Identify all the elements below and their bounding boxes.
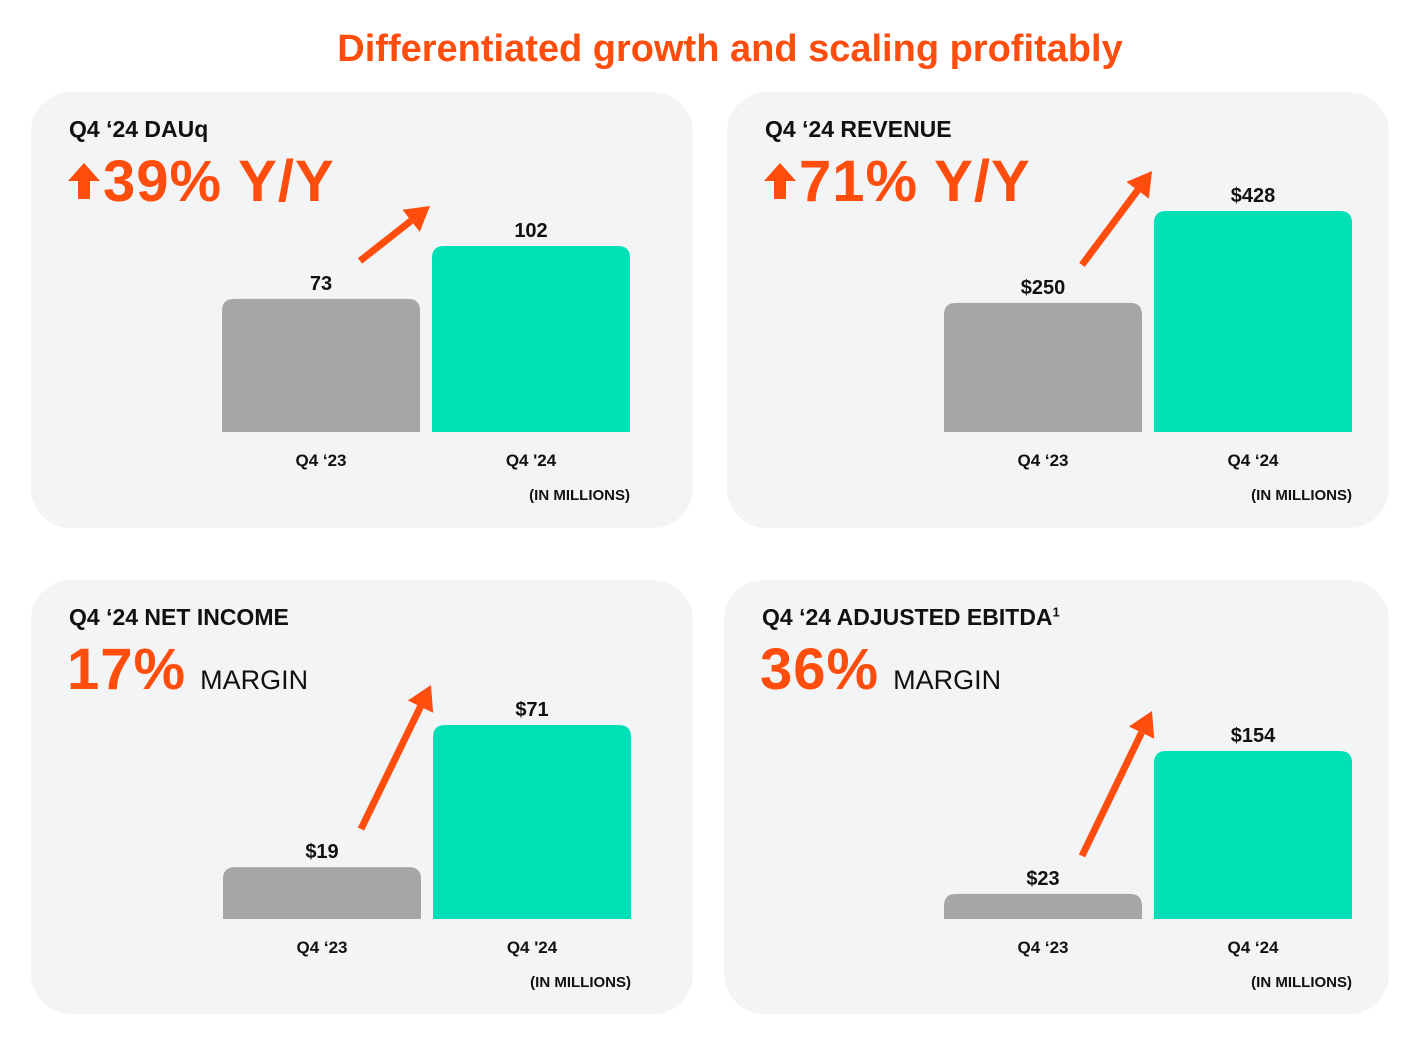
bar-value-label: $250 [1021,277,1066,299]
bar-value-label: 73 [310,273,332,295]
category-label: Q4 ‘24 [1227,451,1279,470]
adjusted-ebitda-chart: $23 Q4 ‘23 $154 Q4 ‘24 (IN MILLIONS) [944,711,1352,991]
unit-note: (IN MILLIONS) [1251,487,1352,504]
revenue-card: Q4 ‘24 REVENUE 71% Y/Y $250 Q4 ‘23 $428 Q4 … [727,92,1389,528]
growth-arrow-icon [357,685,434,831]
bar-value-label: $154 [1231,725,1276,747]
up-arrow-icon [68,163,100,199]
category-label: Q4 ‘24 [1227,938,1279,957]
headline-value: 17% [67,637,187,702]
arrow-shaft [1079,188,1141,268]
card-label: Q4 ‘24 NET INCOME [69,604,289,630]
up-arrow-icon [764,163,796,199]
headline-value: 39% Y/Y [103,149,335,214]
category-label: Q4 '24 [506,451,557,470]
category-label: Q4 '24 [507,938,558,957]
arrow-head [1126,171,1152,199]
net-income-card: Q4 ‘24 NET INCOME 17% MARGIN $19 Q4 ‘23 $7… [31,580,693,1014]
headline-value: 71% Y/Y [799,149,1031,214]
card-label: Q4 ‘24 ADJUSTED EBITDA1 [762,604,1060,630]
category-label: Q4 ‘23 [296,938,347,957]
category-label: Q4 ‘23 [295,451,346,470]
unit-note: (IN MILLIONS) [1251,974,1352,991]
arrow-head [402,206,430,232]
bar-q4-23 [944,302,1142,432]
footnote-marker: 1 [1052,604,1060,620]
bar-value-label: $428 [1231,185,1276,207]
page-title: Differentiated growth and scaling profit… [337,28,1123,70]
arrow-shaft [357,218,414,264]
bar-q4-23 [222,298,420,432]
card-label: Q4 ‘24 REVENUE [765,116,952,142]
headline-suffix: MARGIN [200,665,309,695]
headline-value: 36% [760,637,880,702]
headline: 71% Y/Y [763,148,1031,215]
unit-note: (IN MILLIONS) [530,974,631,991]
bar-q4-23 [223,867,421,919]
bar-q4-24 [432,246,630,432]
bar-q4-23 [944,893,1142,919]
bar-value-label: $71 [515,699,548,721]
category-label: Q4 ‘23 [1017,938,1068,957]
bar-value-label: $23 [1026,868,1059,890]
category-label: Q4 ‘23 [1017,451,1068,470]
headline: 17% MARGIN [67,636,308,703]
growth-arrow-icon [1079,171,1152,268]
dauq-card: Q4 ‘24 DAUq 39% Y/Y 73 Q4 ‘23 102 Q4 '24 (IN… [31,92,693,528]
headline: 36% MARGIN [760,636,1001,703]
growth-arrow-icon [1078,711,1155,858]
growth-arrow-icon [357,206,430,264]
revenue-chart: $250 Q4 ‘23 $428 Q4 ‘24 (IN MILLIONS) [944,171,1352,504]
headline: 39% Y/Y [67,148,335,215]
card-label: Q4 ‘24 DAUq [69,116,209,142]
adjusted-ebitda-card: Q4 ‘24 ADJUSTED EBITDA1 36% MARGIN $23 Q4… [724,580,1389,1014]
arrow-shaft [357,705,424,831]
arrow-head [407,685,434,713]
bar-q4-24 [433,725,631,919]
dauq-chart: 73 Q4 ‘23 102 Q4 '24 (IN MILLIONS) [222,206,630,504]
arrow-shaft [1078,731,1145,858]
net-income-chart: $19 Q4 ‘23 $71 Q4 '24 (IN MILLIONS) [223,685,631,991]
bar-value-label: 102 [514,220,547,242]
bar-value-label: $19 [305,841,338,863]
bar-q4-24 [1154,211,1352,432]
unit-note: (IN MILLIONS) [529,487,630,504]
arrow-head [1128,711,1155,739]
bar-q4-24 [1154,751,1352,919]
headline-suffix: MARGIN [893,665,1002,695]
